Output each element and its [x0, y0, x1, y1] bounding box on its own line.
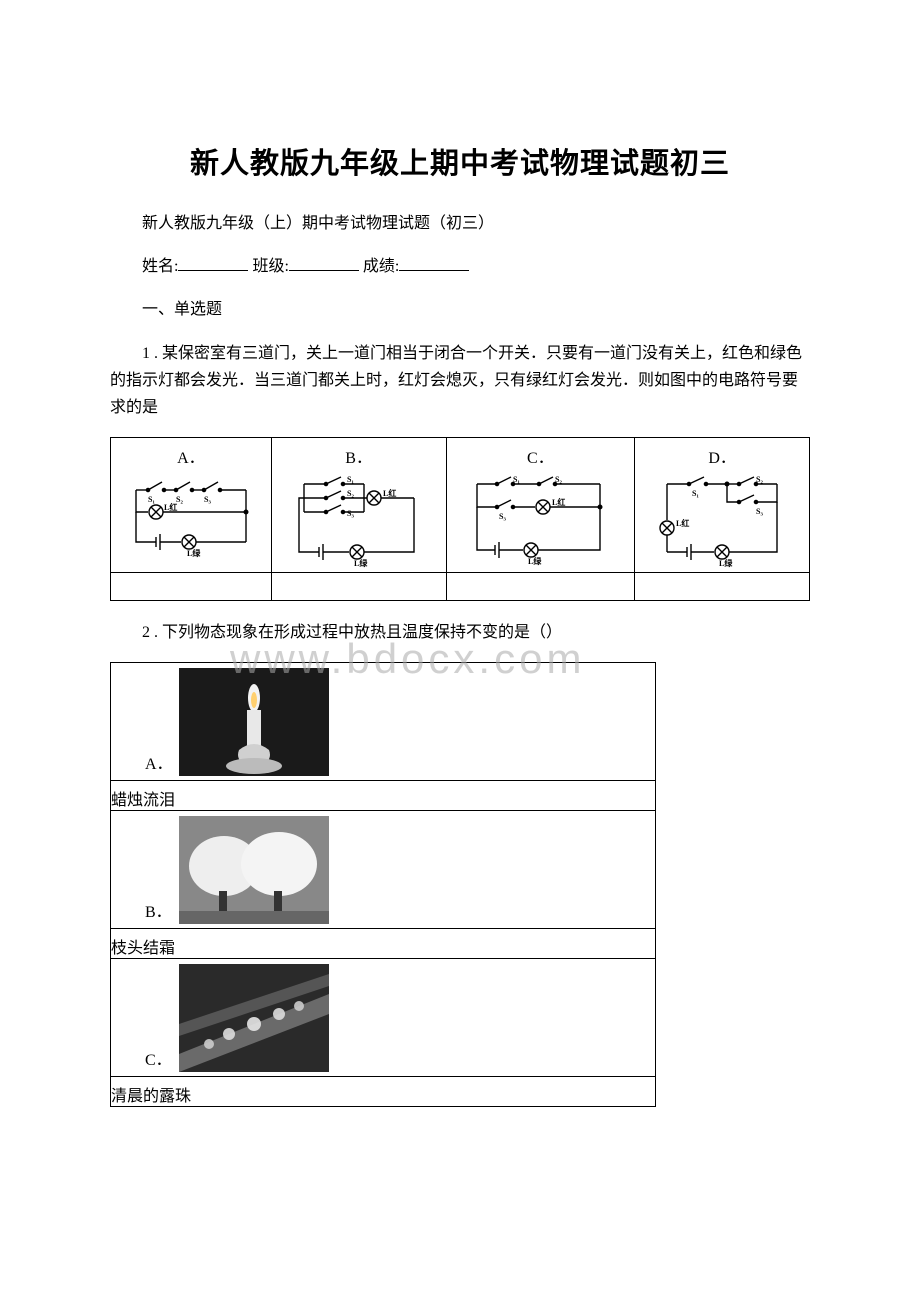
svg-text:S₃: S₃	[204, 495, 211, 504]
q2-opt-a-caption: 蜡烛流泪	[111, 781, 656, 811]
circuit-b: S₁ S₂ S₃ L红 L绿	[289, 472, 429, 568]
q2-img-frost	[179, 816, 329, 924]
svg-text:L红: L红	[676, 518, 689, 528]
q1-opt-b-label: B．	[276, 444, 442, 468]
svg-text:S₃: S₃	[499, 512, 506, 521]
q2-options-table: A． 蜡烛流泪 B． 枝头结霜 C．	[110, 662, 656, 1107]
svg-text:S₂: S₂	[347, 489, 354, 498]
page-title: 新人教版九年级上期中考试物理试题初三	[110, 140, 810, 182]
score-label: 成绩:	[363, 258, 399, 275]
q2-img-candle	[179, 668, 329, 776]
svg-text:S₁: S₁	[347, 475, 354, 484]
score-blank	[399, 255, 469, 271]
name-blank	[178, 255, 248, 271]
svg-text:S₁: S₁	[148, 495, 155, 504]
svg-text:S₂: S₂	[756, 475, 763, 484]
q2-opt-a-letter: A．	[145, 750, 173, 774]
q1-opt-a-label: A．	[115, 444, 267, 468]
q2-opt-c-caption: 清晨的露珠	[111, 1077, 656, 1107]
name-label: 姓名:	[142, 258, 178, 275]
class-blank	[289, 255, 359, 271]
svg-text:S₃: S₃	[347, 509, 354, 518]
q1-options-table: A． S₁ S₂	[110, 437, 810, 601]
svg-text:L红: L红	[164, 502, 177, 512]
svg-text:L绿: L绿	[528, 556, 542, 566]
q2-opt-b-letter: B．	[145, 898, 172, 922]
q2-opt-c-letter: C．	[145, 1046, 172, 1070]
q2-img-dew	[179, 964, 329, 1072]
q2-text: 2 . 下列物态现象在形成过程中放热且温度保持不变的是（）	[110, 619, 810, 646]
svg-text:S₃: S₃	[756, 507, 763, 516]
form-line: 姓名: 班级: 成绩:	[110, 253, 810, 280]
svg-text:L绿: L绿	[187, 548, 201, 558]
section-heading: 一、单选题	[110, 296, 810, 323]
subtitle: 新人教版九年级（上）期中考试物理试题（初三）	[110, 210, 810, 237]
q1-text: 1 . 某保密室有三道门，关上一道门相当于闭合一个开关．只要有一道门没有关上，红…	[110, 340, 810, 422]
svg-text:L绿: L绿	[354, 558, 368, 568]
circuit-d: S₁ S₂ S₃ L红 L绿	[652, 472, 792, 568]
class-label: 班级:	[252, 258, 288, 275]
q1-opt-d-label: D．	[639, 444, 805, 468]
svg-text:L红: L红	[552, 497, 565, 507]
circuit-a: S₁ S₂ S₃ L红 L绿	[126, 472, 256, 558]
q2-opt-b-caption: 枝头结霜	[111, 929, 656, 959]
svg-text:S₁: S₁	[513, 475, 520, 484]
circuit-c: S₁ S₂ L红 S₃ L绿	[465, 472, 615, 568]
q1-opt-c-label: C．	[451, 444, 631, 468]
svg-text:S₁: S₁	[692, 489, 699, 498]
svg-text:S₂: S₂	[555, 475, 562, 484]
svg-text:L红: L红	[383, 488, 396, 498]
svg-text:L绿: L绿	[719, 558, 733, 568]
